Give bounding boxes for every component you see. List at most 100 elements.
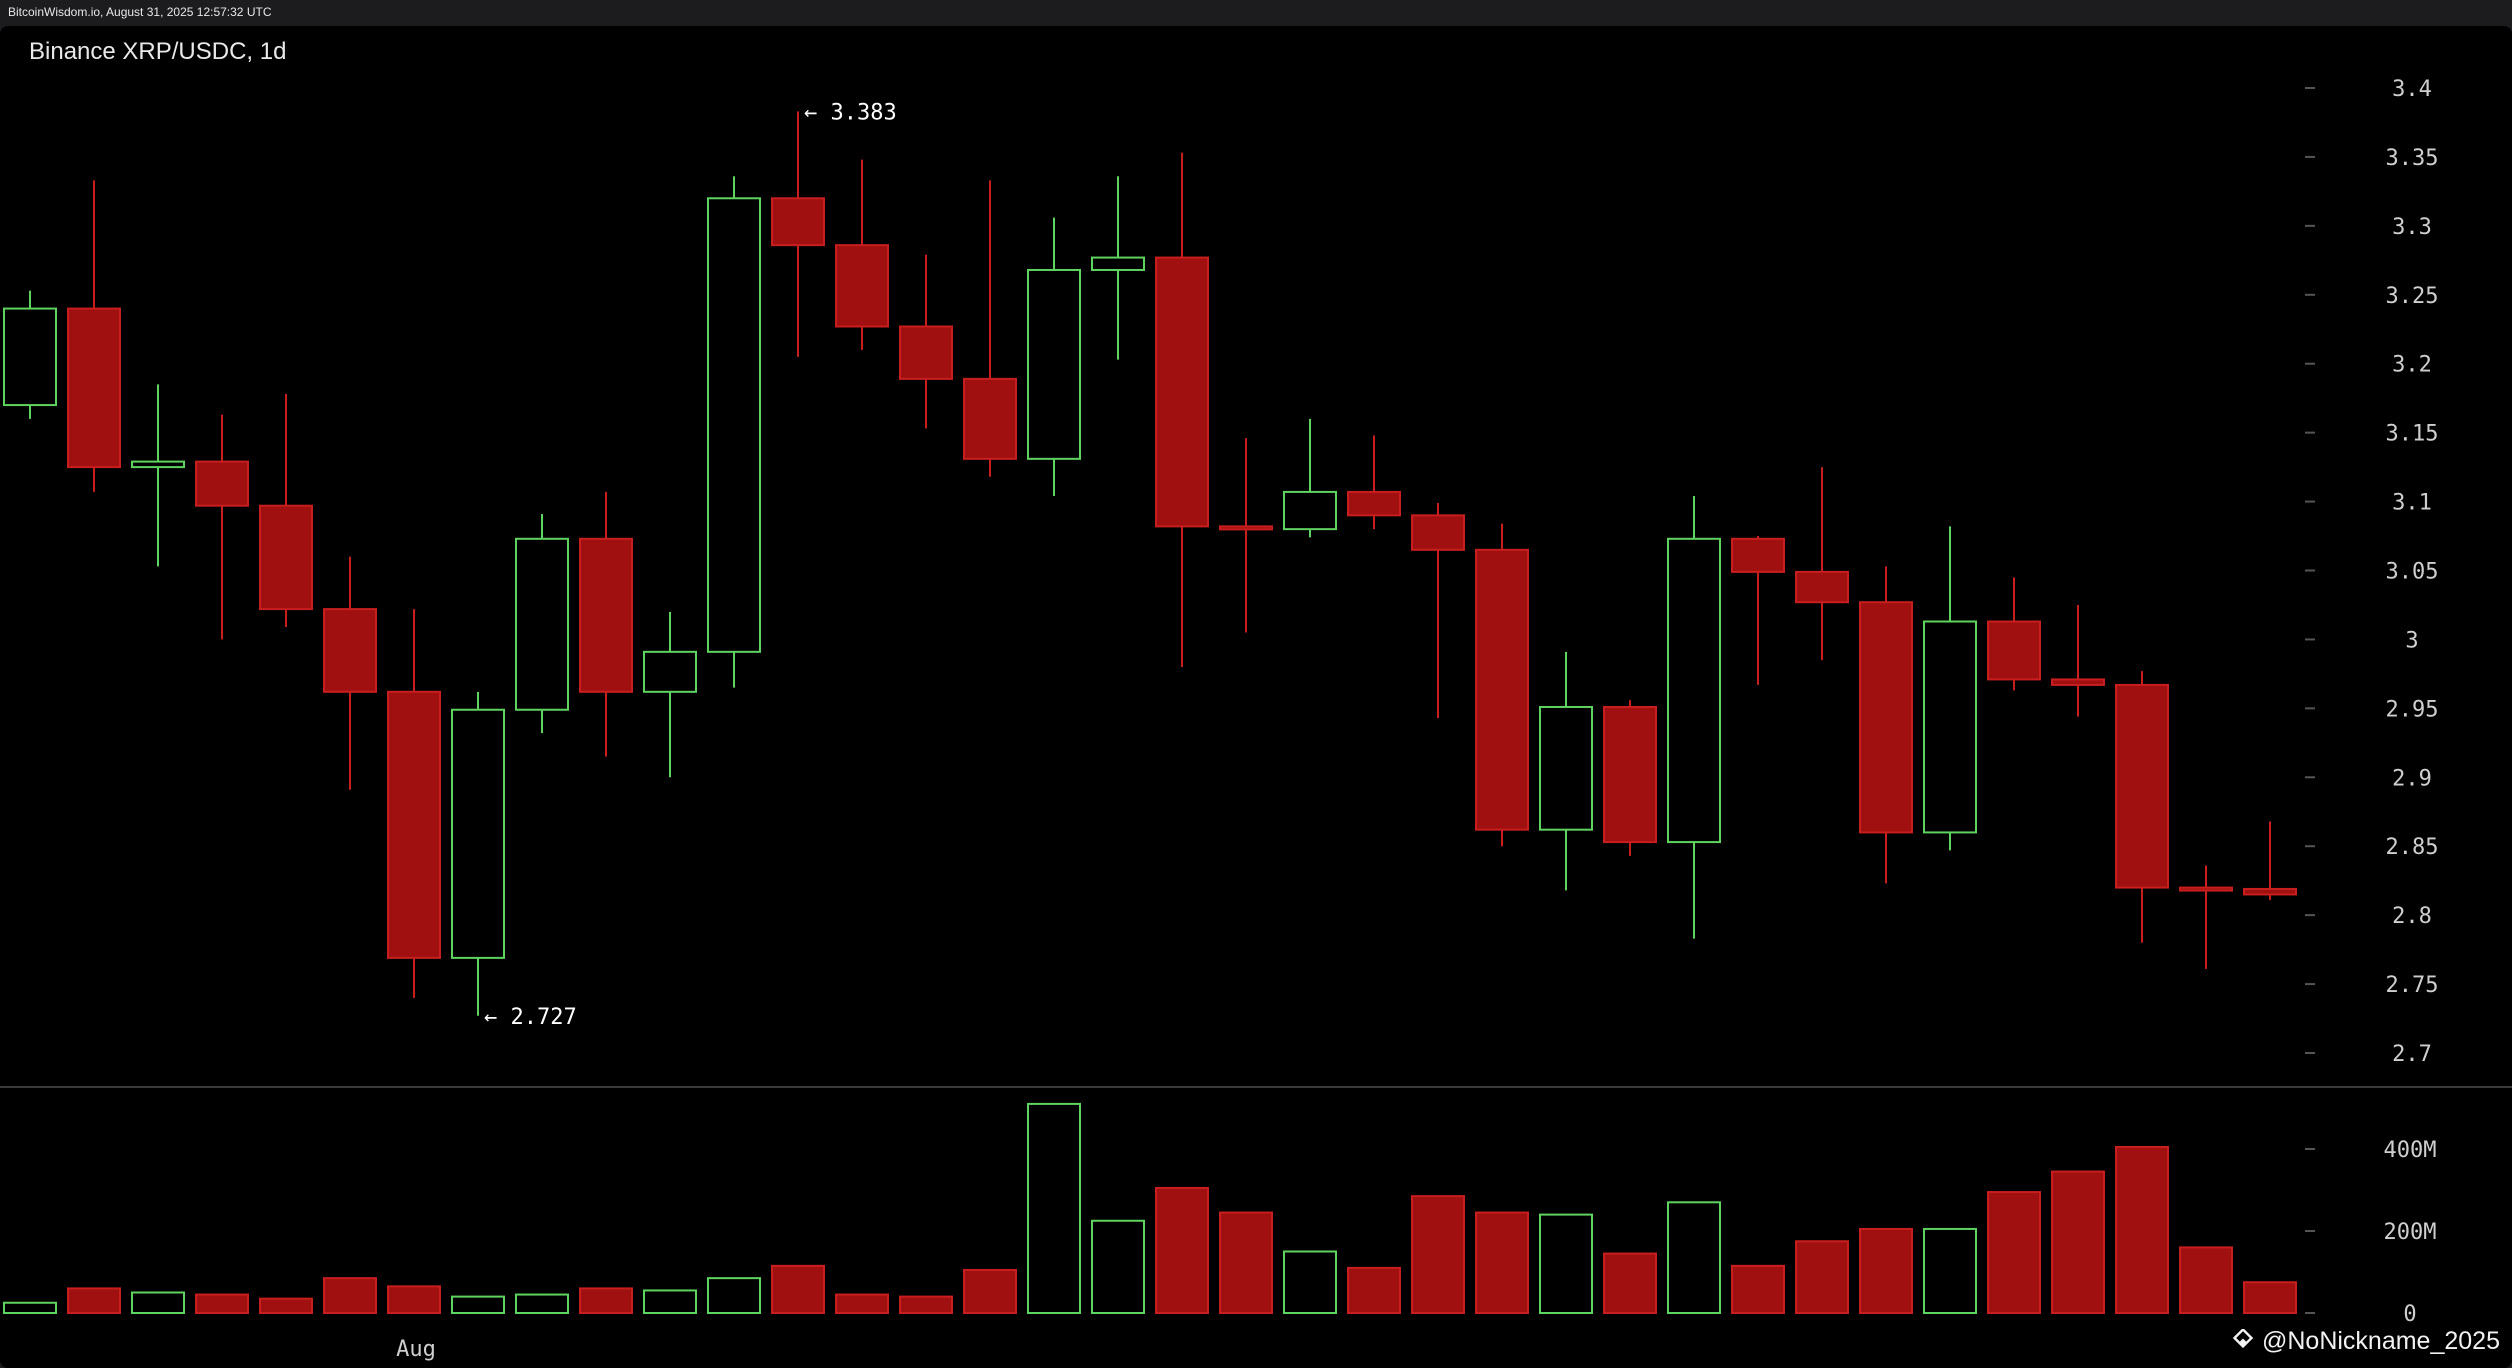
candle-body — [1731, 537, 1785, 573]
volume-bar — [1475, 1211, 1529, 1315]
candle-body — [643, 650, 697, 693]
candle — [323, 556, 377, 790]
volume-bar — [1667, 1201, 1721, 1315]
y-tick-label: 2.9 — [2392, 766, 2432, 791]
candle — [131, 384, 185, 567]
candle — [67, 180, 121, 492]
volume-bars — [3, 1102, 2297, 1315]
chart-canvas[interactable]: 3.4 3.35 3.3 3.25 3.2 3.15 3.1 3.05 3 2.95 2.9 2.85… — [0, 26, 2512, 1368]
candle — [835, 159, 889, 350]
candle — [1987, 577, 2041, 691]
candle — [1155, 152, 1209, 667]
candle — [707, 176, 761, 688]
candle — [899, 254, 953, 429]
candle-body — [1603, 705, 1657, 844]
chart-window: 3.4 3.35 3.3 3.25 3.2 3.15 3.1 3.05 3 2.95 2.9 2.85… — [0, 26, 2512, 1368]
candle — [3, 290, 57, 419]
candle-body — [259, 504, 313, 611]
volume-bar — [515, 1293, 569, 1315]
volume-bar — [1539, 1213, 1593, 1314]
candle — [387, 609, 441, 998]
volume-bar — [3, 1301, 57, 1314]
candle-body — [1475, 548, 1529, 831]
candle — [1411, 502, 1465, 719]
candle-body — [3, 307, 57, 407]
candle-body — [515, 537, 569, 711]
annotations: ← 3.383 ← 2.727 — [484, 100, 897, 1029]
candle — [2115, 671, 2169, 943]
chart-title: Binance XRP/USDC, 1d — [29, 38, 287, 65]
y-tick-label: 2.85 — [2386, 835, 2439, 860]
volume-bar — [707, 1277, 761, 1315]
candle — [579, 491, 633, 757]
candle — [1091, 176, 1145, 360]
top-bar: BitcoinWisdom.io, August 31, 2025 12:57:… — [0, 0, 2512, 26]
volume-bar — [1731, 1264, 1785, 1314]
volume-tick-label: 0 — [2403, 1302, 2416, 1327]
volume-y-axis: 400M 200M 0 — [2305, 1138, 2436, 1327]
candle — [963, 180, 1017, 477]
candle — [1795, 467, 1849, 661]
volume-bar — [643, 1289, 697, 1314]
candle — [1219, 438, 1273, 633]
candle-body — [67, 307, 121, 469]
y-tick-label: 3.25 — [2386, 284, 2439, 309]
candle-body — [1155, 256, 1209, 528]
candle-body — [2179, 886, 2233, 892]
candle — [515, 513, 569, 734]
candle-body — [1923, 620, 1977, 834]
volume-bar — [1091, 1219, 1145, 1314]
candle-body — [195, 460, 249, 507]
volume-bar — [1411, 1195, 1465, 1315]
candle-body — [1091, 256, 1145, 271]
volume-bar — [1219, 1211, 1273, 1315]
candle — [2179, 865, 2233, 969]
volume-bar — [899, 1295, 953, 1314]
candle-body — [963, 377, 1017, 460]
candle — [1539, 651, 1593, 891]
candle-body — [131, 460, 185, 469]
candle-body — [899, 325, 953, 380]
candle-body — [1283, 490, 1337, 531]
volume-bar — [2115, 1145, 2169, 1314]
candle — [771, 111, 825, 357]
candle — [2051, 604, 2105, 717]
volume-bar — [387, 1285, 441, 1314]
candle — [1859, 566, 1913, 884]
volume-bar — [835, 1293, 889, 1315]
candle-body — [835, 244, 889, 328]
candle — [1347, 435, 1401, 530]
volume-bar — [323, 1277, 377, 1315]
candle-body — [1987, 620, 2041, 681]
candle — [259, 394, 313, 628]
x-axis: Aug — [396, 1337, 436, 1362]
x-tick-label: Aug — [396, 1337, 436, 1362]
candle-body — [707, 197, 761, 653]
volume-tick-label: 400M — [2384, 1138, 2437, 1163]
volume-bar — [1603, 1252, 1657, 1315]
candle-body — [1667, 537, 1721, 844]
volume-bar — [67, 1287, 121, 1315]
candle-body — [451, 708, 505, 959]
volume-tick-label: 200M — [2384, 1220, 2437, 1245]
y-tick-label: 2.7 — [2392, 1042, 2432, 1067]
candle — [451, 691, 505, 1016]
candle — [1923, 526, 1977, 851]
watermark-text: @NoNickname_2025 — [2261, 1327, 2500, 1355]
y-tick-label: 3.3 — [2392, 215, 2432, 240]
candle-body — [771, 197, 825, 247]
volume-bar — [131, 1291, 185, 1314]
y-tick-label: 2.8 — [2392, 904, 2432, 929]
volume-bar — [451, 1295, 505, 1314]
candle-body — [2051, 678, 2105, 686]
candle — [2243, 821, 2297, 900]
volume-bar — [1155, 1186, 1209, 1314]
y-tick-label: 3.35 — [2386, 146, 2439, 171]
candle-body — [387, 690, 441, 959]
volume-bar — [1027, 1102, 1081, 1315]
volume-bar — [2179, 1246, 2233, 1315]
volume-bar — [259, 1297, 313, 1315]
y-tick-label: 3 — [2405, 628, 2418, 653]
candle — [195, 414, 249, 640]
y-tick-label: 3.2 — [2392, 353, 2432, 378]
